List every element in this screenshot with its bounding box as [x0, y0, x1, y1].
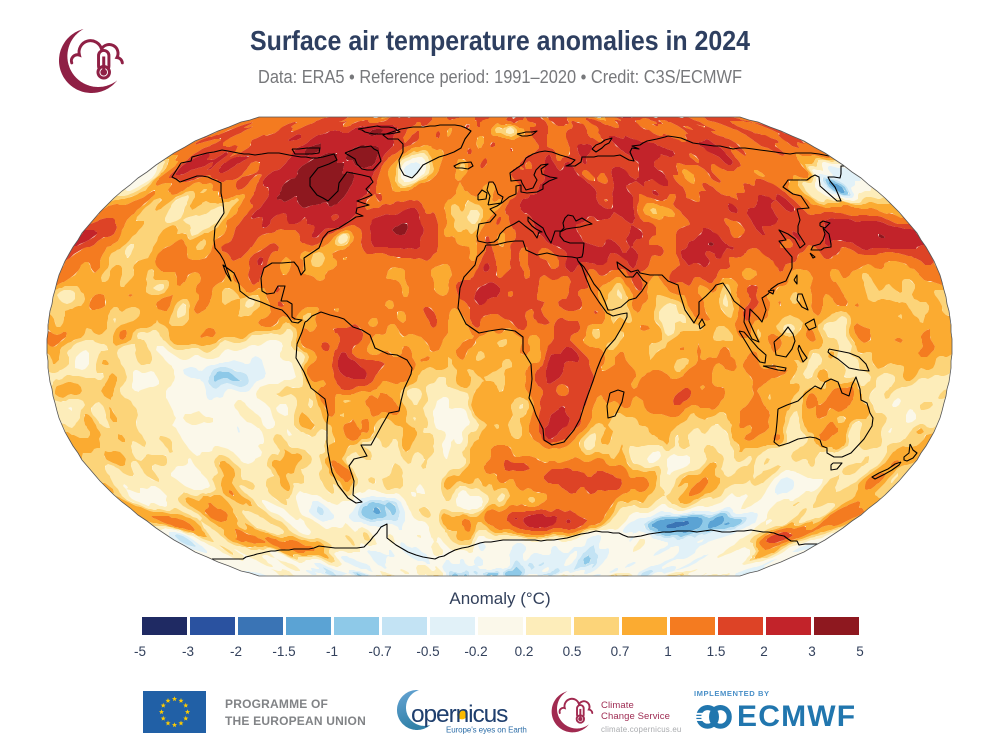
svg-text:opernicus: opernicus: [411, 701, 508, 728]
svg-text:Europe's eyes on Earth: Europe's eyes on Earth: [446, 726, 527, 735]
